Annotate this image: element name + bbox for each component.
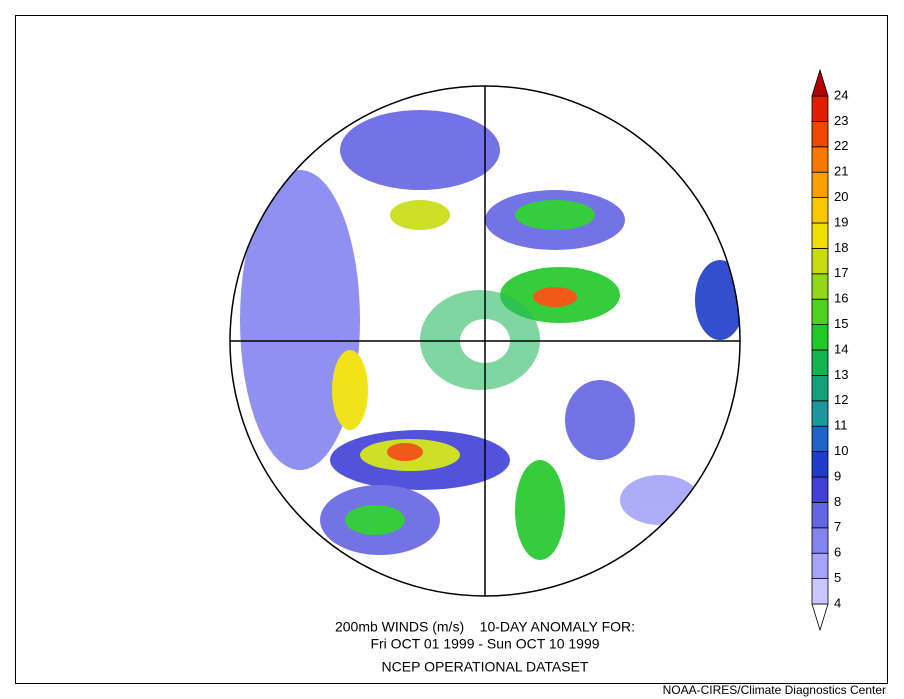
colorbar-label: 23 [834, 113, 848, 128]
colorbar-box [811, 501, 829, 529]
colorbar-label: 17 [834, 265, 848, 280]
colorbar-label: 20 [834, 189, 848, 204]
colorbar-label: 22 [834, 138, 848, 153]
colorbar-box [811, 324, 829, 351]
title: Fri OCT 01 1999 - Sun OCT 10 1999 [370, 636, 599, 652]
colorbar-box [811, 95, 829, 122]
title: NCEP OPERATIONAL DATASET [382, 659, 589, 675]
colorbar-label: 19 [834, 214, 848, 229]
colorbar-label: 11 [834, 418, 848, 433]
colorbar-label: 6 [834, 545, 841, 560]
colorbar-label: 21 [834, 164, 848, 179]
colorbar-box [811, 425, 829, 453]
colorbar-box [811, 298, 829, 326]
credit: NOAA-CIRES/Climate Diagnostics Center [663, 683, 886, 697]
colorbar-label: 16 [834, 291, 848, 306]
colorbar-label: 14 [834, 341, 848, 356]
colorbar-box [811, 400, 829, 427]
colorbar-box [811, 273, 829, 300]
colorbar-box [811, 146, 829, 173]
colorbar-label: 8 [834, 494, 841, 509]
colorbar-box [811, 527, 829, 554]
colorbar-label: 10 [834, 443, 848, 458]
title: 200mb WINDS (m/s) 10-DAY ANOMALY FOR: [335, 619, 635, 635]
colorbar: 4 5 6 7 8 9 10 11 12 13 14 15 16 17 18 19 20 21 22 23 24 [811, 68, 848, 632]
colorbar-label: 12 [834, 392, 848, 407]
colorbar-label: 9 [834, 468, 841, 483]
colorbar-end [811, 68, 829, 97]
colorbar-label: 24 [834, 87, 848, 102]
colorbar-label: 15 [834, 316, 848, 331]
colorbar-box [811, 349, 829, 376]
colorbar-box [811, 451, 829, 478]
colorbar-box [811, 121, 829, 148]
colorbar-label: 18 [834, 240, 848, 255]
colorbar-box [811, 476, 829, 503]
colorbar-box [811, 171, 829, 198]
colorbar-box [811, 247, 829, 275]
colorbar-box [811, 197, 829, 224]
colorbar-label: 4 [834, 595, 841, 610]
colorbar-box [811, 222, 829, 249]
colorbar-label: 7 [834, 519, 841, 534]
colorbar-box [811, 552, 829, 580]
colorbar-box [811, 374, 829, 402]
colorbar-box [811, 578, 829, 605]
colorbar-label: 5 [834, 570, 841, 585]
colorbar-label: 13 [834, 367, 848, 382]
